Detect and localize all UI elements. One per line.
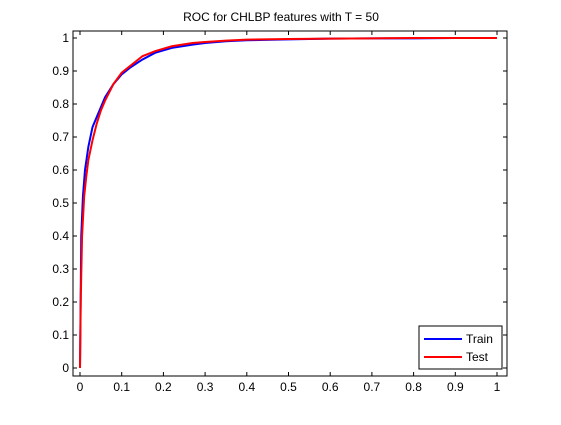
y-tick-label: 0.3 [52,262,69,276]
x-tick-label: 0.1 [113,380,130,394]
legend-label-train: Train [466,332,493,346]
x-tick-label: 1 [494,380,501,394]
y-tick-label: 0.8 [52,97,69,111]
chart-title: ROC for CHLBP features with T = 50 [183,10,379,24]
x-tick-label: 0.8 [405,380,422,394]
y-tick-label: 0.5 [52,196,69,210]
y-tick-label: 0.2 [52,295,69,309]
x-tick-label: 0.7 [364,380,381,394]
x-tick-label: 0 [77,380,84,394]
y-tick-label: 0.6 [52,163,69,177]
y-tick-label: 1 [62,31,69,45]
y-tick-label: 0.7 [52,130,69,144]
legend: Train Test [419,326,502,369]
x-tick-label: 0.6 [322,380,339,394]
x-tick-label: 0.4 [238,380,255,394]
y-tick-label: 0.1 [52,328,69,342]
x-tick-label: 0.2 [155,380,172,394]
legend-label-test: Test [466,350,489,364]
x-tick-label: 0.5 [280,380,297,394]
plot-area [73,31,507,376]
y-tick-label: 0.9 [52,64,69,78]
x-tick-label: 0.3 [197,380,214,394]
y-tick-label: 0.4 [52,229,69,243]
y-tick-label: 0 [62,361,69,375]
x-tick-label: 0.9 [447,380,464,394]
